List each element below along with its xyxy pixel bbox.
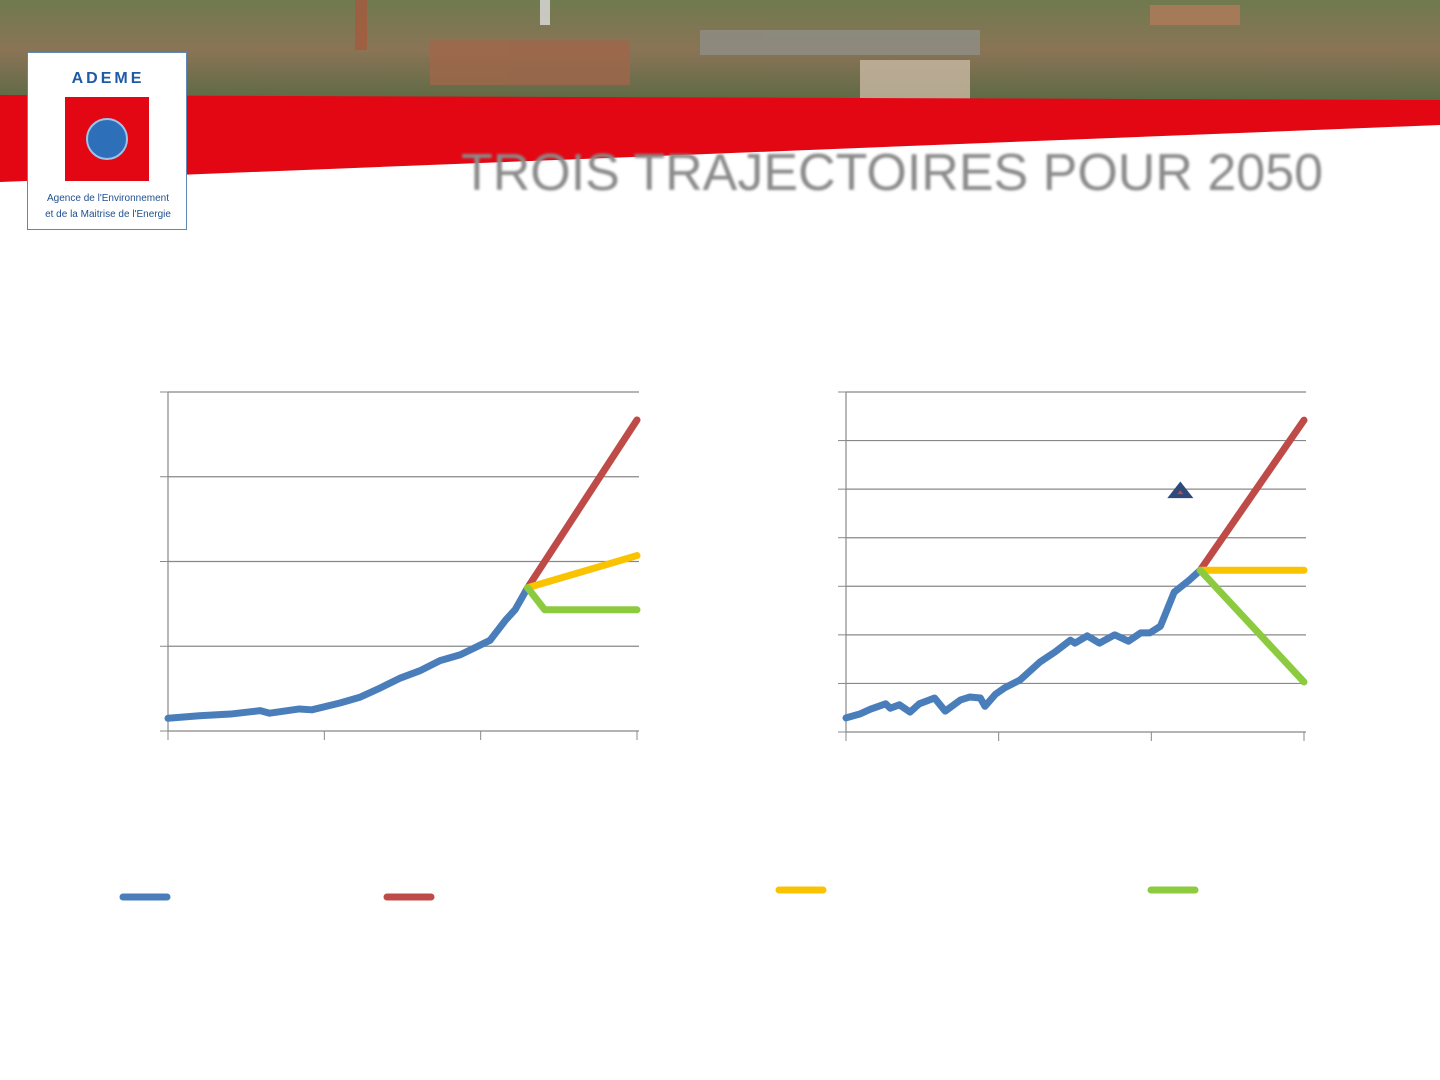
red-band <box>0 95 1440 182</box>
series-line <box>524 552 641 592</box>
series-line <box>1196 566 1308 686</box>
logo-caption: et de la Maitrise de l'Energie <box>45 209 171 220</box>
photo-buildings <box>355 0 1240 100</box>
triangle-marker-core <box>1177 490 1184 495</box>
logo-text: ADEME <box>72 70 145 87</box>
slide-title: TROIS TRAJECTOIRES POUR 2050 <box>461 144 1323 202</box>
series-line <box>1196 416 1308 574</box>
logo-caption: Agence de l'Environnement <box>47 193 169 204</box>
series-line <box>524 416 641 592</box>
series-line <box>164 584 532 722</box>
series-line <box>524 584 641 614</box>
series-line <box>842 566 1204 722</box>
logo-globe <box>86 118 128 160</box>
